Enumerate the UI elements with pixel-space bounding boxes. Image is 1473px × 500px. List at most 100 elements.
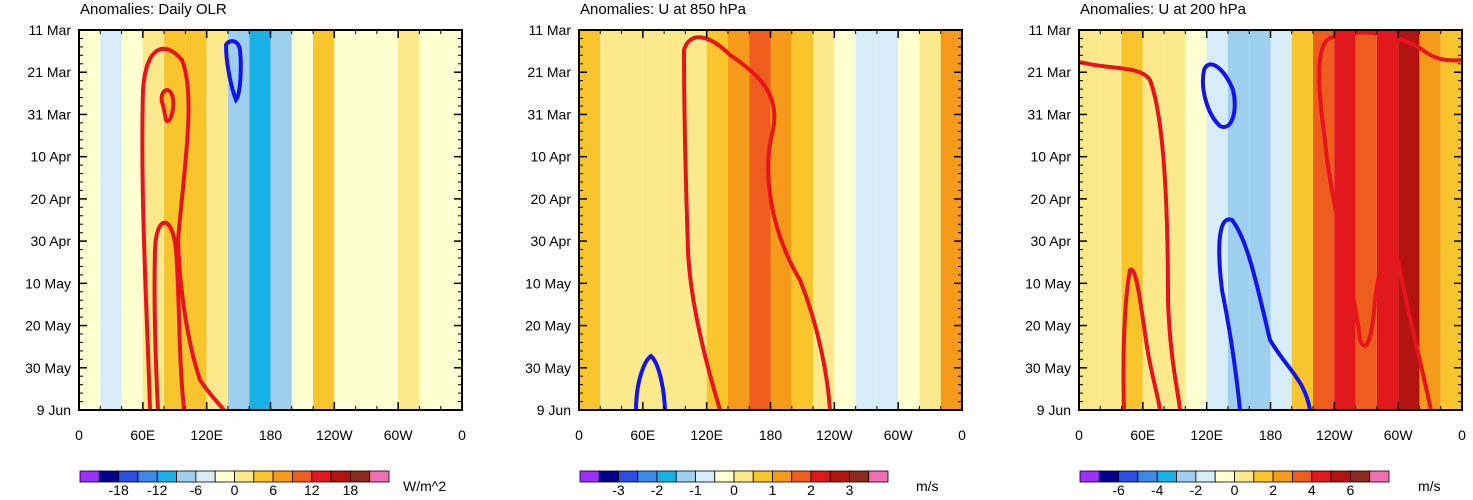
y-tick-label: 20 Apr	[31, 191, 72, 207]
y-tick-label: 10 May	[25, 275, 71, 291]
colorbar-swatch	[311, 470, 332, 483]
colorbar-swatch	[176, 470, 197, 483]
data-column-1	[79, 30, 101, 410]
colorbar-swatch	[1349, 470, 1371, 483]
data-column-10	[1270, 30, 1292, 410]
colorbar-units: m/s	[1418, 478, 1441, 494]
data-column-6	[685, 30, 707, 410]
x-tick-label: 0	[458, 427, 466, 443]
colorbar-swatch	[272, 470, 293, 483]
x-tick-label: 120W	[316, 427, 353, 443]
colorbar-swatch	[1098, 470, 1120, 483]
colorbar-swatch	[1079, 470, 1100, 483]
x-tick-label: 0	[1075, 427, 1083, 443]
x-tick-label: 60W	[384, 427, 414, 443]
colorbar-tick-label: 1	[769, 482, 777, 495]
colorbar-swatch	[195, 470, 216, 483]
data-column-13	[1334, 30, 1356, 410]
y-tick-label: 20 May	[25, 318, 71, 334]
y-tick-label: 10 May	[1025, 275, 1071, 291]
x-tick-label: 180	[1259, 427, 1283, 443]
colorbar-swatch	[1137, 470, 1158, 483]
chart-title: Anomalies: U at 200 hPa	[1080, 1, 1247, 18]
colorbar-tick-label: -1	[689, 482, 702, 495]
colorbar-tick-label: -12	[147, 482, 167, 495]
y-tick-label: 30 Apr	[1031, 233, 1072, 249]
data-column-8	[727, 30, 750, 410]
data-column-12	[813, 30, 835, 410]
data-column-16	[898, 30, 920, 410]
y-tick-label: 11 Mar	[28, 22, 71, 38]
data-column-2	[100, 30, 122, 410]
data-column-8	[1227, 30, 1250, 410]
data-column-3	[121, 30, 143, 410]
x-tick-label: 120W	[1316, 427, 1353, 443]
x-tick-label: 0	[958, 427, 966, 443]
data-column-9	[1249, 30, 1271, 410]
colorbar-units: m/s	[916, 478, 939, 494]
contour-positive-2	[152, 220, 186, 410]
data-column-16	[398, 30, 420, 410]
data-column-8	[227, 30, 250, 410]
data-column-7	[706, 30, 728, 410]
contour-positive-1	[1079, 60, 1182, 410]
colorbar-swatch	[618, 470, 639, 483]
colorbar-swatch	[369, 470, 390, 483]
x-tick-label: 0	[1458, 427, 1466, 443]
colorbar-swatch	[752, 470, 773, 483]
data-column-2	[1100, 30, 1122, 410]
y-tick-label: 30 May	[1025, 360, 1071, 376]
x-tick-label: 60E	[130, 427, 155, 443]
data-column-4	[642, 30, 665, 410]
colorbar-swatch	[118, 470, 139, 483]
colorbar-swatch	[1156, 470, 1177, 483]
colorbar-swatch	[137, 470, 158, 483]
data-column-15	[1376, 30, 1399, 410]
colorbar-tick-label: 0	[231, 482, 239, 495]
colorbar-swatch	[349, 470, 371, 483]
colorbar-swatch	[579, 470, 600, 483]
x-tick-label: 60E	[1130, 427, 1155, 443]
colorbar-swatch	[253, 470, 274, 483]
panel-1: Anomalies: Daily OLR 11 Mar 21 Mar 31 Mar 10…	[25, 1, 466, 498]
data-column-9	[249, 30, 271, 410]
data-column-14	[855, 30, 877, 410]
y-tick-label: 20 Apr	[531, 191, 572, 207]
colorbar-swatch	[156, 470, 177, 483]
x-tick-label: 120E	[1190, 427, 1223, 443]
data-column-10	[270, 30, 292, 410]
data-column-11	[791, 30, 814, 410]
colorbar-swatch	[1176, 470, 1197, 483]
colorbar-swatch	[714, 470, 735, 483]
colorbar-tick-label: 6	[269, 482, 277, 495]
data-column-14	[1355, 30, 1377, 410]
y-tick-label: 30 May	[25, 360, 71, 376]
x-tick-label: 120E	[690, 427, 723, 443]
y-tick-label: 10 Apr	[1031, 149, 1072, 165]
x-tick-label: 180	[259, 427, 283, 443]
data-column-13	[334, 30, 356, 410]
x-tick-label: 120E	[190, 427, 223, 443]
colorbar-swatch	[330, 470, 351, 483]
colorbar-tick-label: 2	[1269, 482, 1277, 495]
y-tick-label: 21 Mar	[527, 64, 571, 80]
colorbar-swatch	[1292, 470, 1313, 483]
contour-negative-2	[1217, 217, 1312, 410]
colorbar-tick-label: 6	[1346, 482, 1354, 495]
data-column-18	[1440, 30, 1462, 410]
data-column-6	[1185, 30, 1207, 410]
x-tick-label: 60W	[884, 427, 914, 443]
colorbar: -3 -2 -1 0 1 2 3 m/s	[579, 470, 939, 498]
y-tick-label: 20 May	[525, 318, 571, 334]
colorbar-tick-label: -2	[1190, 482, 1203, 495]
data-column-11	[1291, 30, 1314, 410]
colorbar-swatch	[1234, 470, 1255, 483]
contour-positive-1	[140, 46, 226, 410]
contours	[140, 39, 243, 410]
y-tick-label: 21 Mar	[27, 64, 71, 80]
colorbar-tick-label: -6	[1112, 482, 1125, 495]
colorbar-swatch	[1214, 470, 1235, 483]
colorbar-swatch	[829, 470, 850, 483]
data-column-14	[355, 30, 377, 410]
y-tick-label: 31 Mar	[1027, 106, 1071, 122]
